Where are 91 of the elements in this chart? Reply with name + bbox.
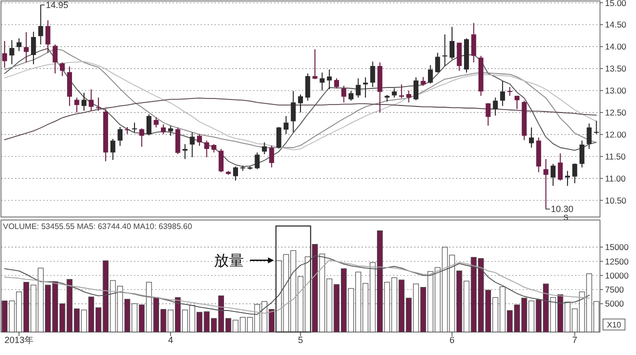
- candlestick: [60, 62, 65, 77]
- candlestick: [356, 78, 361, 98]
- candlestick: [110, 138, 116, 160]
- x-tick-label: 2013年: [4, 335, 34, 345]
- chart-title: VOLUME: 53455.55 MA5: 63744.40 MA10: 63985.60: [3, 222, 193, 231]
- candlestick: [305, 72, 310, 102]
- candlestick: [492, 97, 498, 116]
- candlestick: [580, 140, 584, 168]
- candlestick: [370, 61, 376, 88]
- candlestick: [320, 72, 325, 92]
- candlestick: [558, 152, 563, 182]
- candlestick: [146, 114, 152, 136]
- candlestick: [528, 126, 534, 148]
- y-tick-label: 13.50: [605, 64, 627, 74]
- y-tick-label: 10000: [605, 270, 629, 280]
- y-tick-label: 11.50: [605, 151, 626, 162]
- candlestick: [16, 38, 22, 52]
- y-tick-label: 10.50: [605, 195, 627, 206]
- candlestick: [197, 134, 202, 146]
- x-tick-label: 5: [298, 335, 304, 345]
- x-tick-label: 7: [572, 335, 578, 345]
- candlestick: [334, 78, 340, 89]
- x-tick-label: 6: [450, 335, 455, 345]
- y-tick-label: 11.00: [605, 173, 626, 184]
- candlestick: [500, 80, 506, 106]
- candlestick: [233, 166, 238, 182]
- candlestick: [572, 162, 578, 184]
- candlestick: [435, 52, 440, 74]
- candlestick: [543, 158, 548, 210]
- candlestick: [262, 142, 267, 155]
- candlestick: [82, 92, 86, 112]
- candlestick: [88, 88, 94, 112]
- candlestick: [175, 126, 180, 155]
- candlestick: [507, 86, 512, 96]
- candlestick: [428, 64, 433, 84]
- candlestick: [565, 170, 570, 186]
- y-tick-label: 7500: [605, 284, 624, 295]
- candlestick: [132, 122, 137, 133]
- y-tick-label: 15000: [605, 242, 629, 252]
- candlestick: [269, 144, 274, 168]
- candlestick: [45, 20, 50, 54]
- candlestick: [406, 90, 412, 103]
- y-tick-label: 12500: [605, 256, 629, 266]
- candlestick: [414, 76, 418, 101]
- candlestick: [298, 94, 303, 114]
- y-tick-label: 13.00: [605, 86, 627, 96]
- candlestick: [154, 116, 159, 128]
- candlestick: [24, 32, 29, 63]
- candlestick: [96, 97, 101, 112]
- candlestick: [392, 88, 397, 98]
- y-tick-label: 15.00: [605, 0, 627, 8]
- x-tick-label: 4: [168, 335, 174, 345]
- y-tick-label: 5000: [605, 298, 624, 309]
- candlestick: [204, 140, 210, 158]
- y-tick-label: 12.00: [605, 129, 627, 140]
- candlestick: [139, 128, 144, 148]
- candlestick: [284, 116, 289, 135]
- candlestick: [276, 126, 282, 150]
- candlestick: [442, 34, 448, 66]
- annotation: 14.95: [46, 0, 68, 10]
- candlestick: [52, 44, 58, 74]
- candlestick: [190, 132, 195, 158]
- candlestick: [38, 4, 44, 45]
- candlestick: [363, 76, 368, 98]
- candlestick: [290, 90, 296, 133]
- y-tick-label: 12.50: [605, 108, 627, 118]
- candlestick: [312, 48, 318, 80]
- candlestick: [550, 163, 556, 186]
- candlestick: [486, 102, 491, 126]
- y-tick-label: 14.50: [605, 20, 627, 30]
- candlestick: [514, 95, 520, 110]
- candlestick: [341, 85, 346, 103]
- y-axis-title: X10: [606, 320, 622, 330]
- annotation: 10.30: [550, 204, 574, 214]
- candlestick: [456, 42, 462, 72]
- candlestick: [586, 122, 592, 150]
- candlestick: [168, 125, 174, 136]
- y-tick-label: 14.00: [605, 42, 627, 52]
- candlestick: [594, 120, 599, 135]
- candlestick: [218, 148, 224, 173]
- candlestick: [118, 126, 123, 146]
- candlestick: [9, 40, 14, 65]
- annotation: 放量: [214, 251, 244, 270]
- candlestick: [471, 22, 476, 63]
- candlestick: [348, 90, 354, 102]
- candlestick: [2, 40, 8, 68]
- candlestick: [160, 124, 166, 135]
- candlestick: [326, 68, 332, 90]
- candlestick: [450, 26, 455, 60]
- candlestick: [254, 152, 260, 170]
- candlestick: [31, 31, 36, 65]
